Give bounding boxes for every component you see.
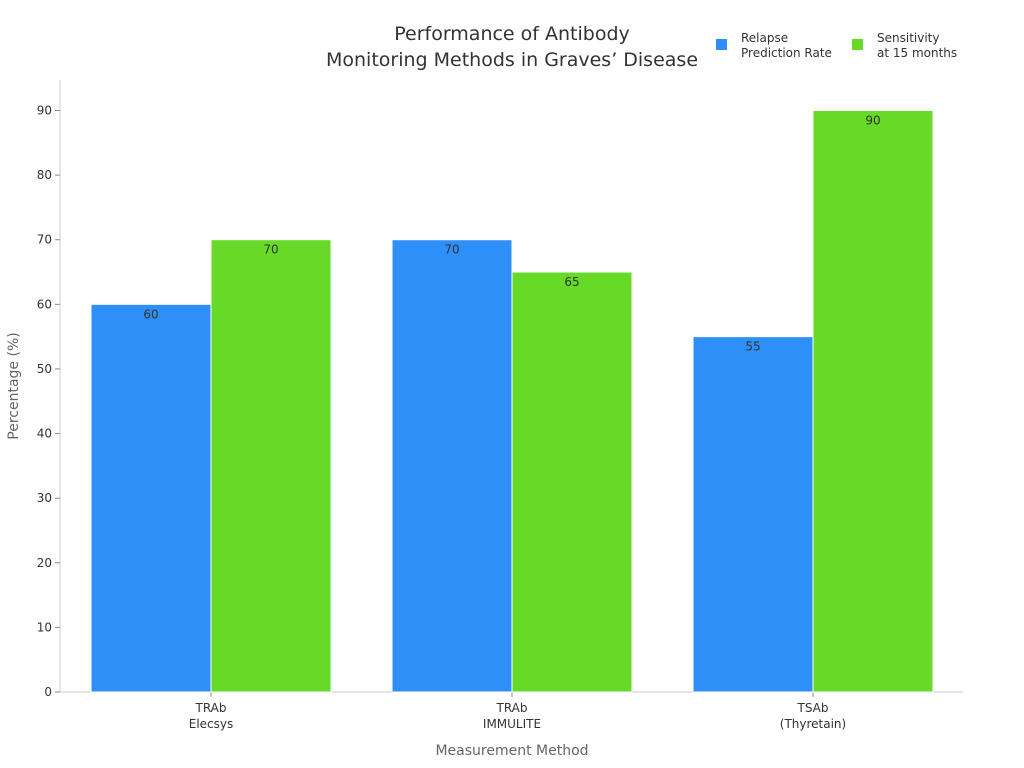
y-axis-title: Percentage (%) — [6, 332, 22, 439]
legend-label: Relapse — [741, 31, 788, 45]
bar-relapse-prediction — [90, 303, 212, 693]
data-label: 70 — [444, 243, 459, 257]
bar-relapse-prediction — [692, 336, 814, 693]
data-label: 55 — [745, 340, 760, 354]
y-tick-label: 30 — [37, 491, 52, 505]
x-tick-label: TRAb — [495, 701, 527, 715]
legend-swatch — [852, 39, 863, 50]
y-tick-label: 40 — [37, 427, 52, 441]
x-tick-label: TRAb — [194, 701, 226, 715]
bars — [90, 110, 934, 693]
y-tick-label: 10 — [37, 620, 52, 634]
legend-label: at 15 months — [877, 46, 957, 60]
legend-label: Prediction Rate — [741, 46, 832, 60]
x-axis-title: Measurement Method — [435, 743, 588, 759]
y-tick-label: 50 — [37, 362, 52, 376]
x-tick-label: TSAb — [797, 701, 829, 715]
chart-title: Performance of Antibody Monitoring Method… — [326, 23, 698, 71]
bar-sensitivity — [210, 239, 332, 693]
bar-sensitivity — [511, 271, 633, 693]
y-tick-label: 0 — [44, 685, 52, 699]
chart-title-line: Performance of Antibody — [394, 23, 630, 45]
legend-label: Sensitivity — [877, 31, 939, 45]
x-tick-label: Elecsys — [189, 717, 234, 731]
y-tick-label: 20 — [37, 556, 52, 570]
y-tick-label: 60 — [37, 297, 52, 311]
y-tick-label: 70 — [37, 233, 52, 247]
x-tick-label: IMMULITE — [483, 717, 541, 731]
data-label: 65 — [564, 275, 579, 289]
bar-relapse-prediction — [391, 239, 513, 693]
data-label: 90 — [865, 114, 880, 128]
y-tick-label: 90 — [37, 104, 52, 118]
data-labels: 60 70 70 65 55 90 — [143, 114, 880, 354]
data-label: 70 — [263, 243, 278, 257]
chart-title-line: Monitoring Methods in Graves’ Disease — [326, 49, 698, 71]
y-tick-label: 80 — [37, 168, 52, 182]
axes: 0 10 20 30 40 50 60 70 80 90 Percentage (%) Measure… — [6, 80, 963, 759]
x-tick-label: (Thyretain) — [780, 717, 846, 731]
data-label: 60 — [143, 307, 158, 321]
legend-swatch — [716, 39, 727, 50]
bar-sensitivity — [812, 110, 934, 693]
